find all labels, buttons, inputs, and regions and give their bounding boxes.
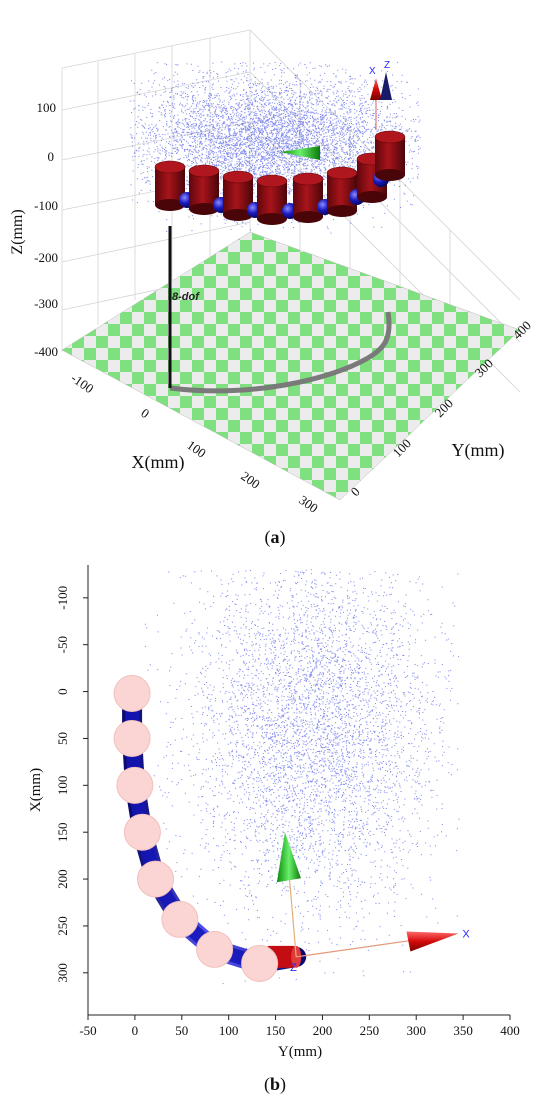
y-tick-label: -100 (55, 586, 70, 610)
panel-b-x-ticks: -50 0 50 100 150 200 250 300 350 400 (79, 1015, 520, 1038)
panel-b-frame-z-label: Z (290, 962, 297, 974)
panel-a-frame-z-label: Z (384, 60, 390, 71)
panel-a-joint-cylinder (222, 170, 254, 221)
panel-b-joint (113, 719, 151, 757)
panel-a-x-axis-label: X(mm) (132, 452, 185, 473)
z-tick-label: 0 (48, 149, 55, 164)
panel-a-frame-x-arrow (370, 78, 382, 100)
x-tick-label: 150 (266, 1023, 286, 1038)
y-tick-label: -50 (55, 636, 70, 653)
z-tick-label: -100 (34, 198, 58, 213)
x-tick-label: 350 (453, 1023, 473, 1038)
x-tick-label: 50 (175, 1023, 188, 1038)
x-tick-label: 300 (406, 1023, 426, 1038)
panel-a-joint-cylinder (188, 164, 220, 215)
panel-b-frame-x-label: X (462, 928, 470, 940)
y-tick-label: 50 (55, 732, 70, 745)
panel-b-frame-x-axis (296, 938, 419, 958)
panel-b-joint (241, 944, 279, 982)
panel-a-joint-cylinder (256, 174, 288, 225)
x-tick-label: 0 (132, 1023, 139, 1038)
panel-b-frame-x-arrow (406, 931, 459, 952)
y-tick-label: 0 (348, 484, 363, 499)
panel-a-approach-cone (280, 146, 320, 160)
x-tick-label: 200 (238, 468, 263, 491)
panel-b-workspace-point-cloud (144, 569, 460, 985)
z-tick-label: -200 (34, 250, 58, 265)
y-tick-label: 150 (55, 822, 70, 842)
y-tick-label: 300 (55, 963, 70, 983)
x-tick-label: -100 (68, 370, 96, 396)
y-tick-label: 100 (55, 776, 70, 796)
y-tick-label: 200 (55, 869, 70, 889)
y-tick-label: 0 (55, 688, 70, 695)
x-tick-label: 200 (313, 1023, 333, 1038)
panel-b-y-axis-label: X(mm) (28, 768, 44, 812)
panel-a-frame-x-label: X (369, 66, 376, 77)
panel-a-base-trace (169, 311, 392, 394)
panel-a-y-axis-label: Y(mm) (452, 440, 505, 461)
panel-b-joint (196, 930, 234, 968)
y-tick-label: 250 (55, 916, 70, 936)
z-tick-label: -400 (34, 344, 58, 359)
x-tick-label: 250 (360, 1023, 380, 1038)
panel-b-frame-y-axis (288, 872, 297, 957)
panel-a-joint-cylinder (292, 172, 324, 223)
point-cloud-dots (144, 569, 460, 985)
y-tick-label: 400 (510, 318, 534, 342)
panel-a-joint-cylinder (374, 130, 406, 181)
panel-b-joint (137, 860, 175, 898)
panel-a-z-ticks: 100 0 -100 -200 -300 -400 (34, 100, 58, 359)
x-tick-label: 300 (296, 492, 321, 515)
panel-a-end-frame: X Z (369, 60, 392, 130)
panel-a-z-axis-label: Z(mm) (9, 209, 26, 254)
x-tick-label: -50 (79, 1023, 96, 1038)
panel-b-top-view: -50 0 50 100 150 200 250 300 350 400 -100 -50 0 50 10… (28, 565, 520, 1095)
x-tick-label: 0 (138, 405, 152, 421)
panel-a-floor (61, 231, 521, 501)
panel-b-end-frame: XZ (276, 832, 470, 974)
panel-b-y-ticks: -100 -50 0 50 100 150 200 250 300 (55, 586, 88, 983)
panel-a-3d-workspace: X Z 8-dof 100 0 -100 -200 -300 -400 Z(mm… (9, 29, 534, 548)
x-tick-label: 100 (219, 1023, 239, 1038)
panel-b-robot-arm (113, 674, 307, 982)
panel-a-dof-annotation: 8-dof (172, 291, 200, 303)
panel-b-joint (123, 813, 161, 851)
z-tick-label: 100 (37, 100, 57, 115)
x-tick-label: 100 (184, 437, 209, 460)
panel-a-joint-cylinder (154, 160, 186, 211)
panel-b-joint (161, 900, 199, 938)
panel-a-frame-z-arrow (380, 72, 392, 100)
panel-a-label: (a) (265, 527, 286, 548)
panel-b-joint (113, 674, 151, 712)
x-tick-label: 400 (500, 1023, 520, 1038)
panel-b-x-axis-label: Y(mm) (278, 1044, 322, 1060)
panel-b-frame-approach-arrow (276, 832, 301, 883)
panel-b-label: (b) (264, 1074, 286, 1095)
panel-a-robot-arm (154, 130, 406, 225)
z-tick-label: -300 (34, 296, 58, 311)
panel-b-joint (116, 766, 154, 804)
